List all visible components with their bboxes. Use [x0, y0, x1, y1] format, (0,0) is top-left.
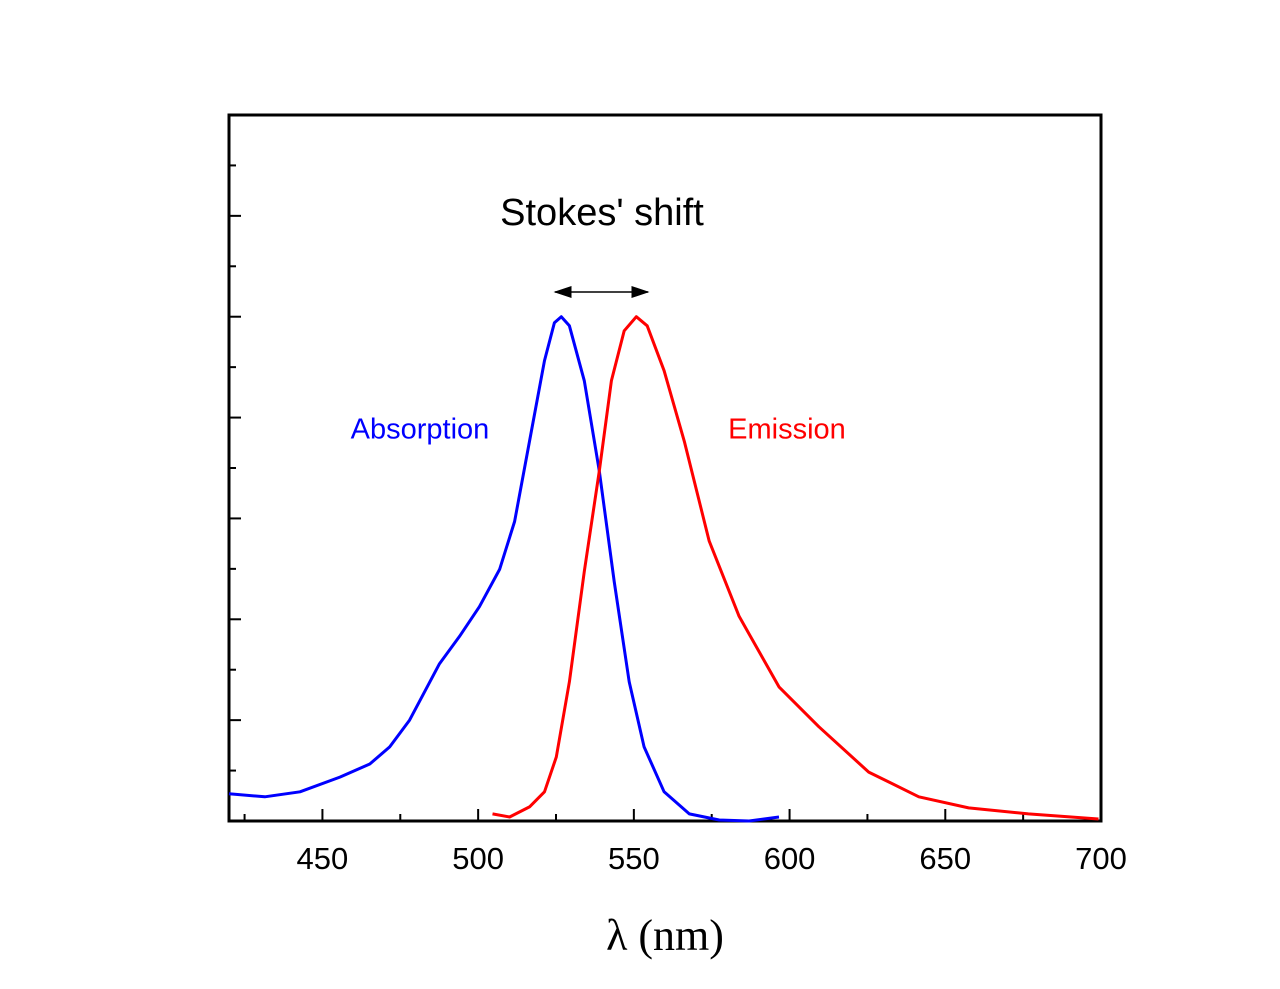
- x-tick-label: 700: [1075, 841, 1127, 876]
- series-line: [492, 315, 1099, 821]
- annotation: Stokes' shift: [500, 192, 704, 234]
- x-tick-label: 600: [764, 841, 816, 876]
- x-axis-label: λ (nm): [606, 911, 724, 960]
- annotation: Absorption: [351, 414, 490, 446]
- x-tick-label: 450: [297, 841, 349, 876]
- annotation: Emission: [728, 414, 846, 446]
- x-tick-label: 550: [608, 841, 660, 876]
- x-tick-label: 650: [919, 841, 971, 876]
- x-tick-label: 500: [452, 841, 504, 876]
- series-line: [228, 315, 780, 823]
